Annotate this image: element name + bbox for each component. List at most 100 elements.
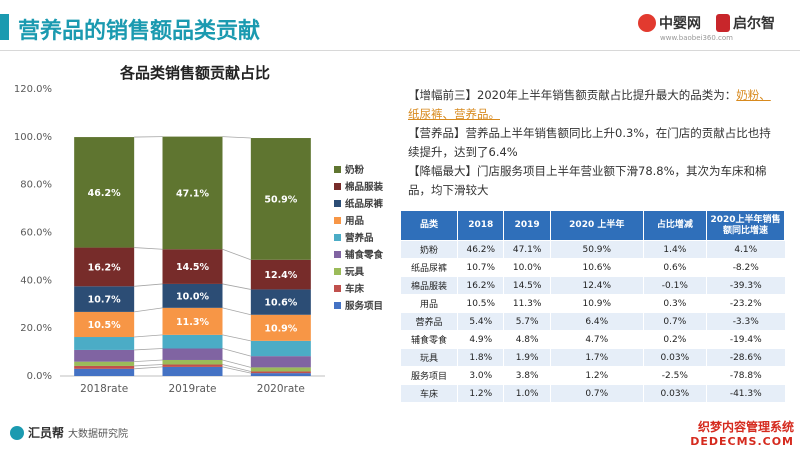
table-cell: 6.4% bbox=[549, 312, 644, 331]
data-label: 47.1% bbox=[176, 188, 209, 199]
series-connector bbox=[134, 348, 163, 351]
legend-swatch bbox=[334, 251, 341, 258]
table-cell: 16.2% bbox=[457, 276, 504, 295]
insight-largest-decline: 【降幅最大】门店服务项目上半年营业额下滑78.8%，其次为车床和棉品，均下滑较大 bbox=[408, 162, 778, 200]
table-cell: -39.3% bbox=[706, 276, 785, 295]
legend-swatch bbox=[334, 268, 341, 275]
table-cell: -0.1% bbox=[642, 276, 707, 295]
table-cell: 5.4% bbox=[457, 312, 504, 331]
table-cell: 奶粉 bbox=[399, 240, 458, 259]
bar-segment bbox=[162, 136, 223, 250]
table-cell: 车床 bbox=[399, 384, 458, 403]
table-cell: 10.7% bbox=[457, 258, 504, 277]
data-label: 50.9% bbox=[264, 194, 297, 205]
bar-segment bbox=[162, 348, 223, 360]
brand-qirezhi-text: 启尔智 bbox=[733, 16, 775, 32]
table-header-5: 2020上半年销售额同比增速 bbox=[706, 210, 785, 241]
x-tick-label: 2019rate bbox=[168, 383, 216, 395]
stacked-bar-chart: 0.0% 20.0% 40.0% 60.0% 80.0% 100.0% 120.0% 10.5… bbox=[14, 84, 384, 395]
table-header-0: 品类 bbox=[399, 210, 459, 241]
series-connector bbox=[222, 334, 251, 342]
data-label: 10.7% bbox=[88, 295, 121, 306]
legend-label: 服务项目 bbox=[345, 300, 383, 312]
watermark-line2: DEDECMS.COM bbox=[690, 435, 794, 448]
legend-swatch bbox=[334, 200, 341, 207]
table-header-2: 2019 bbox=[503, 210, 551, 241]
table-cell: 50.9% bbox=[549, 240, 644, 259]
data-label: 10.0% bbox=[176, 291, 209, 302]
series-connector bbox=[222, 359, 251, 368]
x-tick-label: 2020rate bbox=[257, 383, 305, 395]
bar-segment bbox=[74, 311, 135, 338]
watermark: 织梦内容管理系统 DEDECMS.COM bbox=[690, 418, 794, 448]
insight-growth-top3: 【增幅前三】2020年上半年销售额贡献占比提升最大的品类为：奶粉、纸尿裤、营养品… bbox=[408, 86, 778, 124]
bar-segment bbox=[162, 334, 223, 349]
table-header-4: 占比增减 bbox=[642, 210, 708, 241]
table-cell: 0.6% bbox=[642, 258, 707, 277]
series-connector bbox=[134, 359, 163, 363]
insight-highlight: 奶粉、纸尿裤、营养品。 bbox=[408, 88, 771, 121]
brand-zhongying-text: 中婴网 bbox=[659, 16, 701, 32]
table-cell: -23.2% bbox=[706, 294, 785, 313]
insight-text: 2020年上半年销售额贡献占比提升最大的品类为： bbox=[477, 88, 737, 102]
series-connector bbox=[134, 307, 163, 313]
table-header-3: 2020 上半年 bbox=[549, 210, 644, 241]
footer-logo: 汇员帮 大数据研究院 bbox=[10, 424, 128, 441]
bar-segment bbox=[162, 364, 223, 367]
y-tick-label: 100.0% bbox=[14, 132, 52, 143]
brand-qirezhi-logo: 启尔智 bbox=[716, 10, 775, 36]
table-row: 纸品尿裤 10.7% 10.0% 10.6% 0.6% -8.2% bbox=[399, 258, 785, 277]
table-row: 玩具 1.8% 1.9% 1.7% 0.03% -28.6% bbox=[399, 348, 785, 367]
table-cell: 0.2% bbox=[642, 330, 707, 349]
table-cell: 4.7% bbox=[549, 330, 644, 349]
x-tick-label: 2018rate bbox=[80, 383, 128, 395]
table-cell: 10.5% bbox=[457, 294, 504, 313]
insight-nutrition: 【营养品】营养品上半年销售额同比上升0.3%，在门店的贡献占比也持续提升，达到了… bbox=[408, 124, 778, 162]
qirezhi-icon bbox=[716, 14, 730, 32]
insight-tag: 【降幅最大】 bbox=[408, 164, 477, 178]
zhongying-icon bbox=[638, 14, 656, 32]
footer-brand: 汇员帮 bbox=[28, 426, 65, 440]
table-cell: 0.03% bbox=[642, 348, 707, 367]
bar-segment bbox=[162, 359, 223, 365]
series-connector bbox=[222, 248, 251, 261]
table-cell: 14.5% bbox=[503, 276, 551, 295]
table-cell: 5.7% bbox=[503, 312, 551, 331]
series-connector bbox=[222, 283, 251, 290]
bar-segment bbox=[162, 283, 223, 308]
legend-label: 用品 bbox=[344, 216, 364, 227]
table-cell: 4.1% bbox=[706, 240, 785, 259]
bar-segment bbox=[250, 367, 311, 372]
y-tick-label: 20.0% bbox=[20, 323, 52, 334]
table-cell: -19.4% bbox=[706, 330, 785, 349]
table-cell: -3.3% bbox=[706, 312, 785, 331]
data-label: 11.3% bbox=[176, 317, 209, 328]
table-header-1: 2018 bbox=[457, 210, 505, 241]
table-row: 营养品 5.4% 5.7% 6.4% 0.7% -3.3% bbox=[399, 312, 785, 331]
bar-segment bbox=[250, 356, 311, 368]
table-cell: -8.2% bbox=[706, 258, 785, 277]
y-tick-label: 120.0% bbox=[14, 84, 52, 95]
table-row: 服务项目 3.0% 3.8% 1.2% -2.5% -78.8% bbox=[399, 366, 785, 385]
series-connector bbox=[222, 364, 251, 372]
insight-tag: 【营养品】 bbox=[408, 126, 466, 140]
bar-segment bbox=[250, 371, 311, 374]
insight-text: 门店服务项目上半年营业额下滑78.8%，其次为车床和棉品，均下滑较大 bbox=[408, 164, 767, 197]
table-cell: 46.2% bbox=[457, 240, 504, 259]
table-cell: 棉品服装 bbox=[399, 276, 458, 295]
title-accent-bar bbox=[0, 14, 9, 40]
bar-segment bbox=[74, 247, 135, 287]
category-share-table: 品类 2018 2019 2020 上半年 占比增减 2020上半年销售额同比增速 奶粉 4… bbox=[399, 210, 785, 403]
table-cell: 12.4% bbox=[549, 276, 644, 295]
table-row: 车床 1.2% 1.0% 0.7% 0.03% -41.3% bbox=[399, 384, 785, 403]
table-cell: 营养品 bbox=[399, 312, 458, 331]
table-cell: 10.9% bbox=[549, 294, 644, 313]
bar-segment bbox=[74, 368, 135, 376]
legend-swatch bbox=[334, 302, 341, 309]
legend-label: 奶粉 bbox=[344, 164, 365, 176]
series-connector bbox=[134, 366, 163, 370]
bar-segment bbox=[162, 249, 223, 284]
table-cell: -41.3% bbox=[706, 384, 785, 403]
bar-segment bbox=[74, 361, 135, 366]
table-cell: 0.3% bbox=[642, 294, 707, 313]
